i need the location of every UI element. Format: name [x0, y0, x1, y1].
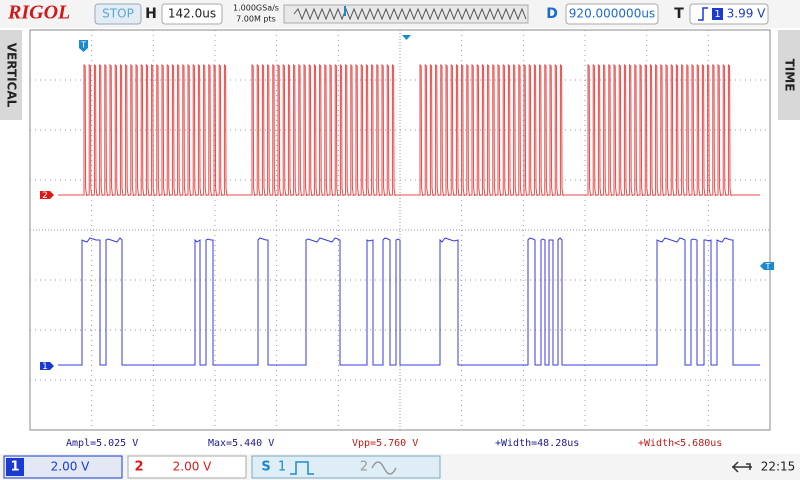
serial-1: 1	[278, 460, 286, 475]
vertical-tab[interactable]	[0, 30, 22, 120]
sample-rate: 1.000GSa/s	[233, 4, 279, 13]
brand: RIGOL	[7, 2, 70, 24]
ch1-marker-label: 1	[42, 362, 48, 372]
measurement: Max=5.440 V	[208, 438, 274, 449]
ch1-box[interactable]	[3, 455, 123, 479]
delay: 920.000000us	[569, 7, 655, 21]
trigger-box[interactable]	[689, 3, 769, 25]
trigger-level-marker	[760, 262, 774, 270]
trigger-source: 1	[714, 9, 720, 20]
trigger-position-marker	[79, 40, 88, 52]
center-marker	[402, 35, 411, 40]
timebase-box[interactable]	[161, 3, 223, 25]
trigger-position-label: T	[80, 41, 86, 50]
measurement: Vpp=5.760 V	[352, 438, 418, 449]
h-label: H	[145, 6, 157, 22]
ch1-marker	[40, 362, 54, 370]
status-box[interactable]	[94, 3, 142, 25]
ch2-marker	[40, 191, 54, 199]
d-label: D	[546, 6, 558, 22]
memory-depth: 7.00M pts	[236, 15, 276, 24]
ch2-number: 2	[134, 460, 143, 475]
ch2-marker-label: 2	[42, 191, 48, 201]
time-label: TIME	[783, 59, 797, 92]
run-status: STOP	[102, 7, 134, 21]
memory-pointer	[344, 6, 346, 16]
ch2-scale: 2.00 V	[173, 460, 213, 474]
usb-icon	[731, 461, 752, 473]
timebase: 142.0us	[168, 7, 216, 21]
ch1-waveform	[58, 237, 760, 366]
ch2-box[interactable]	[127, 455, 247, 479]
serial-2: 2	[360, 460, 368, 475]
t-label: T	[674, 6, 684, 22]
square-icon	[290, 461, 314, 475]
trigger-level: 3.99 V	[727, 7, 767, 21]
ch1-number-box	[6, 458, 24, 476]
edge-icon	[698, 7, 708, 21]
delay-box[interactable]	[565, 3, 659, 25]
clock: 22:15	[761, 460, 796, 474]
trigger-level-label: T	[765, 262, 771, 271]
trigger-source-box	[712, 8, 723, 20]
measurement: +Width<5.680us	[638, 438, 722, 449]
sine-icon	[371, 461, 397, 475]
ch1-number: 1	[10, 460, 19, 475]
vertical-label: VERTICAL	[5, 43, 19, 108]
ch1-scale: 2.00 V	[51, 460, 91, 474]
ch2-waveform	[58, 63, 760, 197]
measurement: Ampl=5.025 V	[66, 438, 138, 449]
time-tab[interactable]	[778, 30, 800, 120]
memory-zigzag	[293, 7, 527, 21]
serial-label: S	[261, 460, 270, 475]
measurement: +Width=48.28us	[495, 438, 579, 449]
